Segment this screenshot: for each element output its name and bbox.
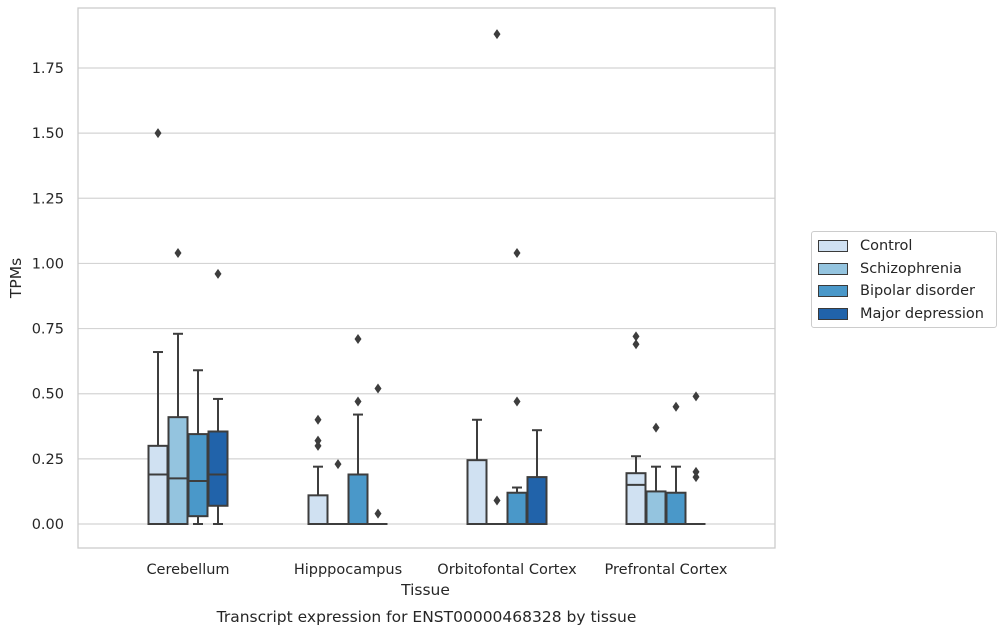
x-axis-title: Tissue xyxy=(400,581,450,599)
outlier-point xyxy=(354,396,362,407)
legend-swatch xyxy=(818,307,848,320)
box xyxy=(307,494,329,525)
outlier-point xyxy=(374,383,382,394)
outlier-point xyxy=(214,268,222,279)
outlier-point xyxy=(314,440,322,451)
y-tick-label: 1.75 xyxy=(32,61,64,77)
x-tick-label: Hipppocampus xyxy=(294,562,402,578)
outlier-point xyxy=(692,391,700,402)
box-series xyxy=(147,29,706,526)
y-axis-title: TPMs xyxy=(7,258,25,299)
outlier-point xyxy=(493,29,501,40)
outlier-point xyxy=(692,466,700,477)
outlier-point xyxy=(334,459,342,470)
legend-swatch xyxy=(818,262,848,275)
outlier-point xyxy=(672,401,680,412)
legend-swatch xyxy=(818,285,848,298)
legend-item: Major depression xyxy=(812,303,996,326)
series-bipolar-disorder xyxy=(187,248,687,525)
series-major-depression xyxy=(207,268,706,525)
outlier-point xyxy=(354,333,362,344)
chart-title: Transcript expression for ENST0000046832… xyxy=(216,608,637,626)
y-tick-label: 0.50 xyxy=(32,387,64,403)
series-schizophrenia xyxy=(167,29,667,525)
outlier-point xyxy=(374,508,382,519)
outlier-point xyxy=(692,472,700,483)
outlier-point xyxy=(513,248,521,259)
legend: Control Schizophrenia Bipolar disorder Majo… xyxy=(811,231,997,328)
box xyxy=(167,416,189,525)
x-tick-label: Orbitofontal Cortex xyxy=(437,562,577,578)
outlier-point xyxy=(632,339,640,350)
legend-label: Schizophrenia xyxy=(860,260,962,277)
box xyxy=(147,444,169,526)
outlier-point xyxy=(652,422,660,433)
outlier-point xyxy=(154,128,162,139)
legend-swatch xyxy=(818,240,848,253)
y-tick-label: 1.50 xyxy=(32,126,64,142)
x-tick-label: Prefrontal Cortex xyxy=(605,562,728,578)
box xyxy=(645,490,667,525)
outlier-point xyxy=(314,435,322,446)
y-tick-label: 0.00 xyxy=(32,517,64,533)
y-axis-ticks: 0.00 0.25 0.50 0.75 1.00 1.25 1.50 1.75 xyxy=(32,61,64,533)
legend-item: Bipolar disorder xyxy=(812,280,996,303)
plot-frame xyxy=(77,7,776,549)
box xyxy=(466,459,488,526)
y-tick-label: 0.75 xyxy=(32,322,64,338)
legend-label: Major depression xyxy=(860,305,984,322)
y-tick-label: 1.00 xyxy=(32,256,64,272)
box xyxy=(347,473,369,525)
x-axis-ticks: Cerebellum Hipppocampus Orbitofontal Corte… xyxy=(146,562,727,578)
series-control xyxy=(147,128,647,526)
box xyxy=(526,476,548,525)
y-tick-label: 0.25 xyxy=(32,452,64,468)
legend-item: Schizophrenia xyxy=(812,258,996,281)
legend-item: Control xyxy=(812,235,996,258)
box xyxy=(665,491,687,525)
legend-label: Control xyxy=(860,238,913,255)
outlier-point xyxy=(174,248,182,259)
box xyxy=(207,430,229,507)
outlier-point xyxy=(632,331,640,342)
outlier-point xyxy=(493,495,501,506)
outlier-point xyxy=(513,396,521,407)
box xyxy=(625,472,647,525)
box xyxy=(187,433,209,518)
y-tick-label: 1.25 xyxy=(32,191,64,207)
legend-label: Bipolar disorder xyxy=(860,283,975,300)
x-tick-label: Cerebellum xyxy=(146,562,229,578)
box xyxy=(506,491,528,525)
outlier-point xyxy=(314,414,322,425)
